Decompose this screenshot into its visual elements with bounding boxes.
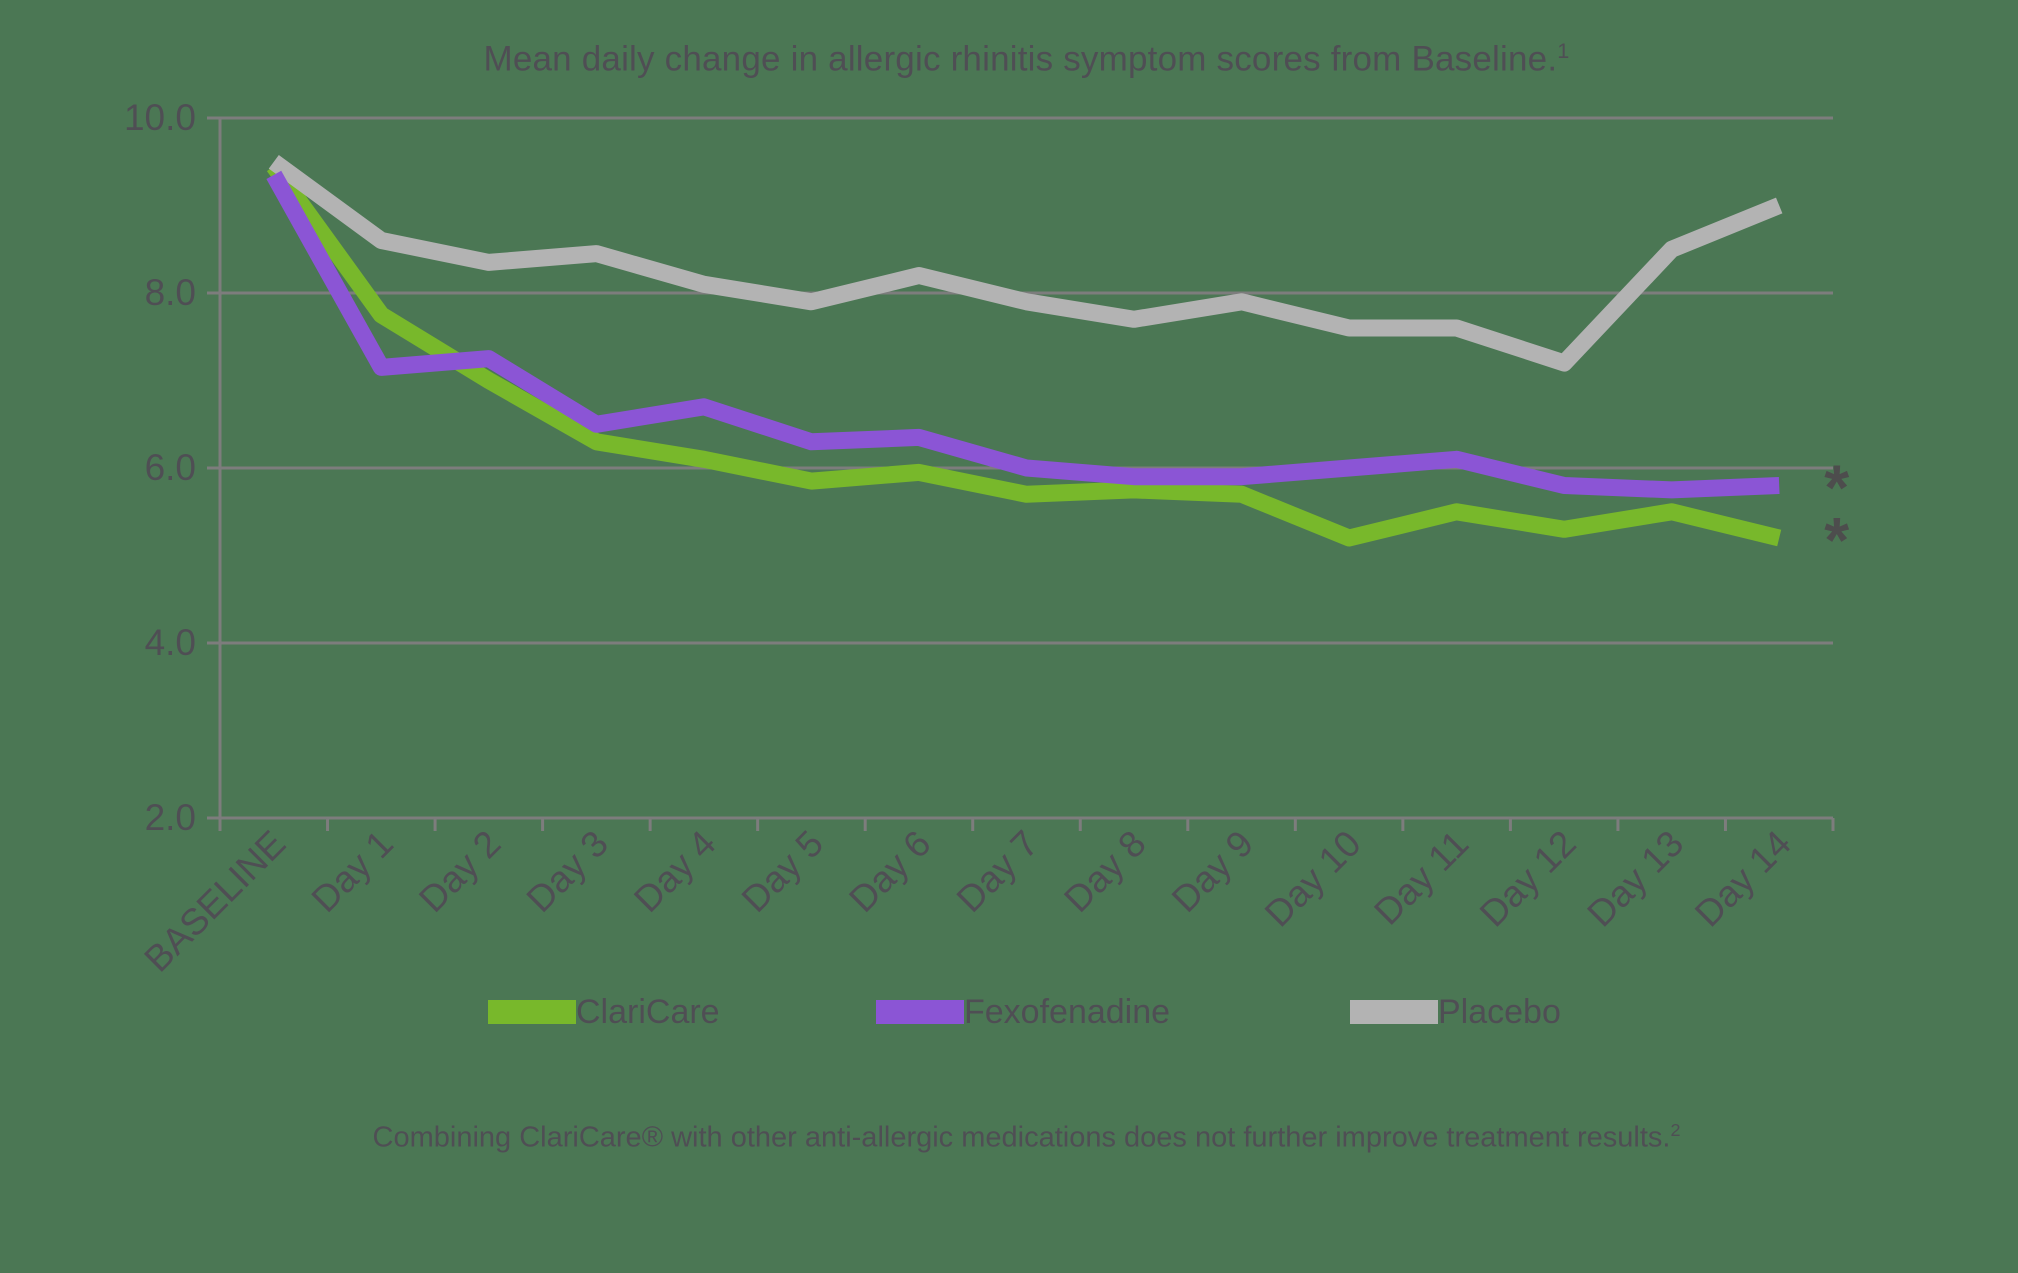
x-axis-label: Day 10 [1257,823,1369,935]
x-axis-label: Day 14 [1687,823,1799,935]
chart-title-text: Mean daily change in allergic rhinitis s… [483,39,1558,79]
significance-asterisk: * [1824,452,1849,524]
x-axis-label: Day 9 [1164,823,1261,920]
significance-asterisk: * [1824,504,1849,576]
y-axis-label: 10.0 [124,97,196,138]
x-axis-label: Day 8 [1056,823,1153,920]
y-axis-label: 2.0 [145,797,196,838]
series-line-fexofenadine [266,170,1780,499]
claricare-legend-label: ClariCare [576,993,720,1031]
claricare-swatch [488,1000,576,1024]
placebo-swatch [1350,1000,1438,1024]
series-line-placebo [268,154,1783,372]
chart-title: Mean daily change in allergic rhinitis s… [220,38,1833,80]
x-axis-label: Day 7 [949,823,1046,920]
chart-footnote: Combining ClariCare® with other anti-all… [220,1120,1833,1155]
series-line-claricare [266,161,1782,547]
y-axis-label: 6.0 [145,447,196,488]
fexofenadine-swatch [876,1000,964,1024]
chart-footnote-text: Combining ClariCare® with other anti-all… [372,1121,1671,1154]
x-axis-label: Day 4 [626,823,723,920]
x-axis-label: Day 11 [1366,823,1476,933]
x-axis-label: Day 5 [734,823,831,920]
y-axis-label: 8.0 [145,272,196,313]
chart-legend: ClariCare Fexofenadine Placebo [0,994,2018,1034]
x-axis-label: Day 1 [304,823,401,920]
x-axis-label: Day 13 [1579,823,1691,935]
fexofenadine-legend-label: Fexofenadine [964,993,1171,1031]
x-axis-label: Day 3 [519,823,616,920]
legend-item-claricare: ClariCare [488,994,720,1030]
x-axis-label: Day 2 [411,823,508,920]
legend-item-fexofenadine: Fexofenadine [876,994,1170,1030]
x-axis-label: Day 12 [1472,823,1584,935]
y-axis-label: 4.0 [145,622,196,663]
x-axis-label: BASELINE [136,823,293,980]
x-axis-label: Day 6 [841,823,938,920]
chart-footnote-marker: 2 [1670,1120,1681,1140]
chart-title-footnote-marker: 1 [1557,38,1570,63]
legend-item-placebo: Placebo [1350,994,1561,1030]
placebo-legend-label: Placebo [1438,993,1561,1031]
